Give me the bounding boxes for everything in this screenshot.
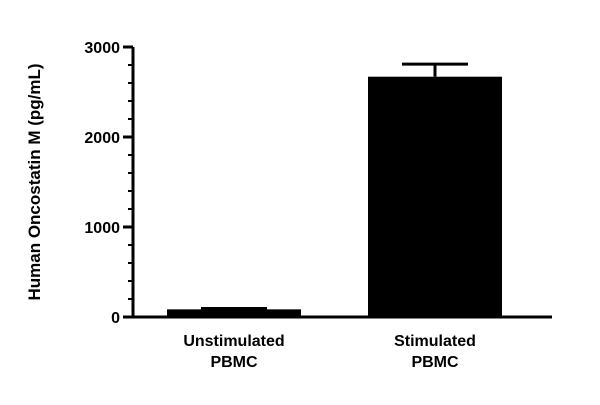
plot-area: 0 1000 2000 3000 Unstimulated PBMC Stimulated P… xyxy=(84,40,552,371)
bar xyxy=(368,76,502,317)
x-category-label: Stimulated xyxy=(394,333,476,350)
y-tick-label: 3000 xyxy=(84,40,120,57)
y-axis-title: Human Oncostatin M (pg/mL) xyxy=(25,63,44,300)
y-tick-label: 0 xyxy=(111,310,120,327)
x-category-label: PBMC xyxy=(210,354,258,371)
x-category-label: Unstimulated xyxy=(183,333,284,350)
x-category-label: PBMC xyxy=(411,354,459,371)
bar xyxy=(167,309,301,317)
y-tick-label: 2000 xyxy=(84,130,120,147)
y-tick-label: 1000 xyxy=(84,220,120,237)
